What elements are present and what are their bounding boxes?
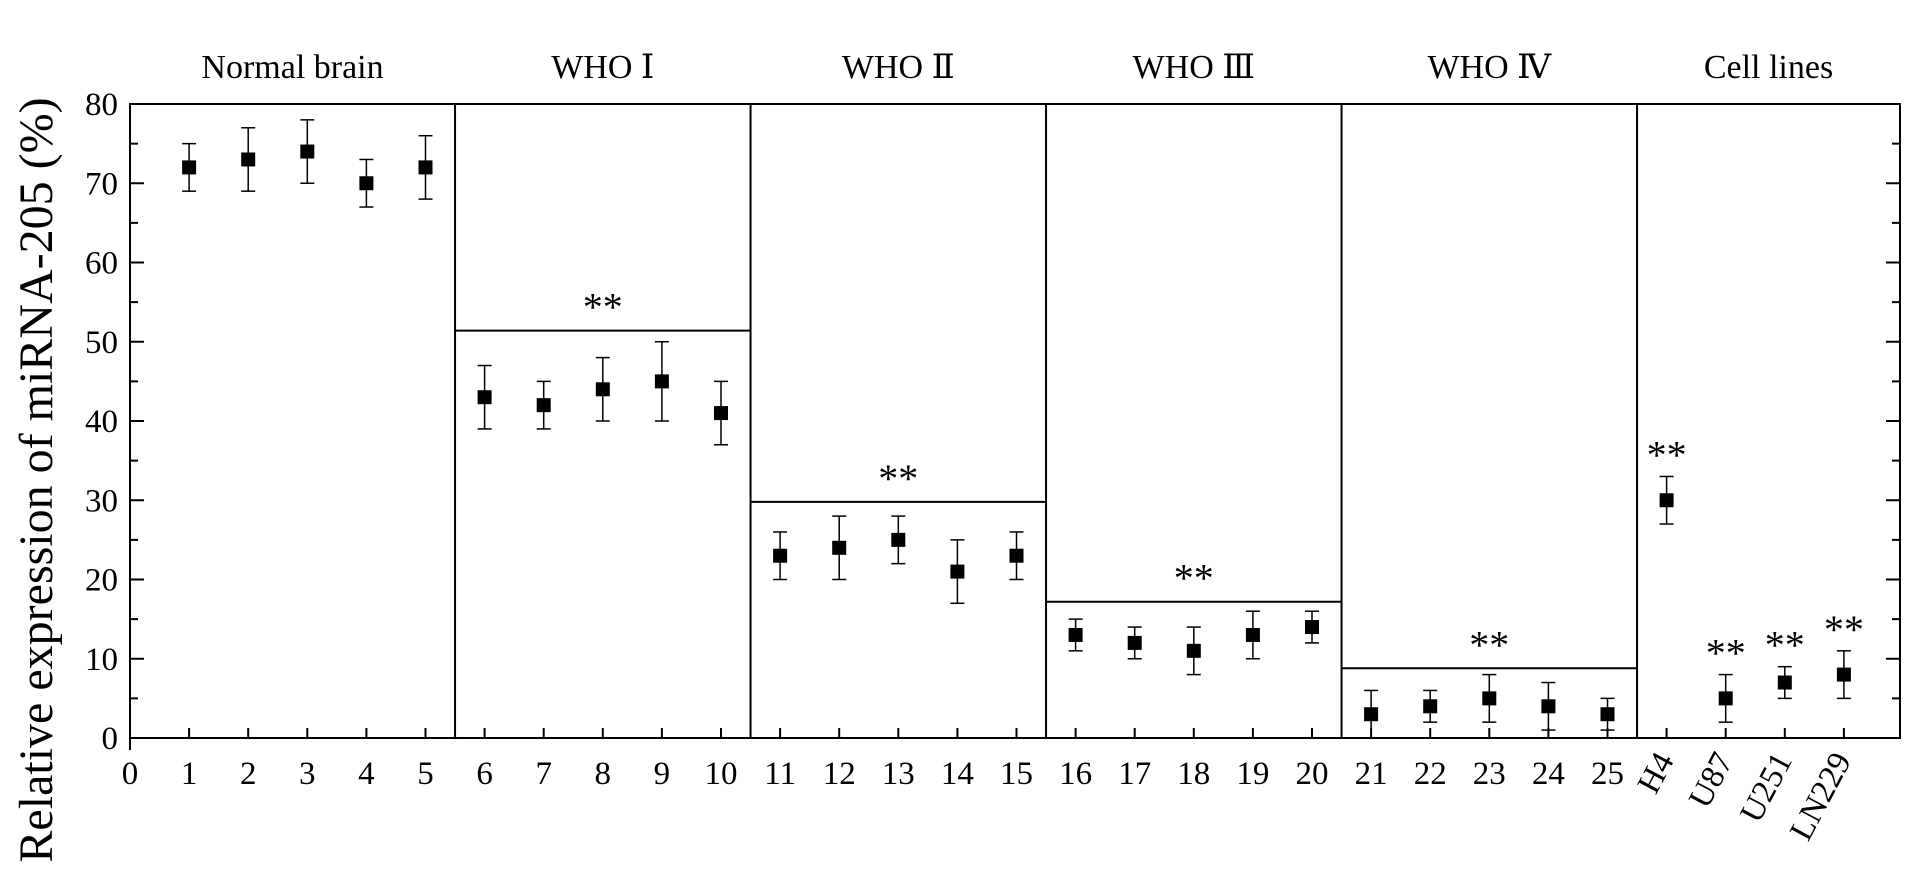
x-tick-label: 25: [1591, 756, 1624, 792]
x-tick-label: 11: [764, 756, 796, 792]
significance-mark: **: [1765, 623, 1805, 668]
data-point: [1186, 643, 1201, 658]
panel-group: Normal brain WHO Ⅰ ** WHO Ⅱ ** WHO Ⅲ ** WHO Ⅳ **…: [201, 49, 1833, 738]
panel-header: WHO Ⅱ: [842, 49, 955, 86]
panel-header: WHO Ⅳ: [1427, 49, 1552, 86]
y-tick-label: 0: [102, 721, 119, 757]
panel-header: Normal brain: [201, 49, 383, 86]
significance-mark: **: [1174, 556, 1214, 601]
x-tick-label: 7: [535, 756, 552, 792]
data-point: [1009, 548, 1024, 563]
y-tick-label: 40: [85, 404, 118, 440]
x-axis: 0 1 2 3 4 5 6 7 8 9 10 11 12 13 14 15 16 17 18 19 20 21 22 23 24…: [122, 728, 1859, 846]
plot-border: [129, 103, 1901, 739]
x-tick-label: 21: [1355, 756, 1388, 792]
x-tick-label: 13: [882, 756, 915, 792]
y-tick-label: 30: [85, 483, 118, 519]
plot-frame: [129, 103, 1901, 739]
significance-mark: **: [1706, 631, 1746, 676]
y-tick-label: 10: [85, 642, 118, 678]
x-tick-label: 12: [823, 756, 856, 792]
data-point: [1659, 493, 1674, 508]
x-tick-label: H4: [1631, 747, 1682, 800]
x-tick-label: U87: [1682, 747, 1740, 814]
x-tick-label: 20: [1296, 756, 1329, 792]
data-point: [1836, 667, 1851, 682]
data-point: [832, 540, 847, 555]
significance-mark: **: [1824, 607, 1864, 652]
data-point: [1718, 691, 1733, 706]
x-tick-label: 22: [1414, 756, 1447, 792]
x-tick-label: 8: [595, 756, 612, 792]
data-point: [418, 160, 433, 175]
y-tick-label: 60: [85, 246, 118, 282]
data-point: [773, 548, 788, 563]
data-point: [300, 144, 315, 159]
x-tick-label: 3: [299, 756, 316, 792]
data-point: [1777, 675, 1792, 690]
y-axis: 0 10 20 30 40 50 60 70 80: [85, 87, 1900, 757]
y-tick-label: 70: [85, 166, 118, 202]
x-tick-label: 17: [1118, 756, 1151, 792]
x-tick-label: 9: [654, 756, 671, 792]
data-point: [1364, 707, 1379, 722]
x-tick-label: 2: [240, 756, 257, 792]
panel-header: WHO Ⅰ: [551, 49, 654, 86]
x-tick-label: 1: [181, 756, 198, 792]
significance-mark: **: [878, 456, 918, 501]
data-point: [241, 152, 256, 167]
significance-mark: **: [1469, 622, 1509, 667]
significance-mark: **: [583, 285, 623, 330]
data-point: [1068, 627, 1083, 642]
x-tick-label: 16: [1059, 756, 1092, 792]
data-point: [1305, 620, 1319, 635]
data-point: [536, 398, 551, 413]
data-point: [1245, 627, 1260, 642]
y-axis-title: Relative expression of miRNA-205 (%): [10, 97, 63, 862]
data-point: [1541, 699, 1556, 714]
panel-header: WHO Ⅲ: [1133, 49, 1256, 86]
data-point: [477, 390, 492, 405]
data-point: [1423, 699, 1438, 714]
x-tick-label: 24: [1532, 756, 1565, 792]
panel-header: Cell lines: [1704, 49, 1833, 86]
data-points: ** ** ** **: [182, 119, 1864, 739]
x-tick-label: 18: [1177, 756, 1210, 792]
data-point: [891, 532, 906, 547]
x-origin-label: 0: [122, 756, 139, 792]
y-tick-label: 80: [85, 87, 118, 123]
x-tick-label: 4: [358, 756, 375, 792]
data-point: [714, 406, 728, 421]
data-point: [1482, 691, 1497, 706]
y-tick-label: 50: [85, 325, 118, 361]
x-tick-label: 14: [941, 756, 974, 792]
y-tick-label: 20: [85, 563, 118, 599]
x-tick-label: 6: [476, 756, 493, 792]
data-point: [950, 564, 965, 579]
data-point: [182, 160, 197, 175]
data-point: [654, 374, 669, 389]
x-tick-label: 5: [417, 756, 434, 792]
significance-mark: **: [1647, 432, 1687, 477]
x-tick-label: 23: [1473, 756, 1506, 792]
x-tick-label: 19: [1236, 756, 1269, 792]
data-point: [595, 382, 610, 397]
data-point: [1127, 635, 1142, 650]
x-tick-label: 10: [705, 756, 738, 792]
data-point: [359, 176, 374, 191]
x-tick-label: 15: [1000, 756, 1033, 792]
data-point: [1600, 707, 1615, 722]
